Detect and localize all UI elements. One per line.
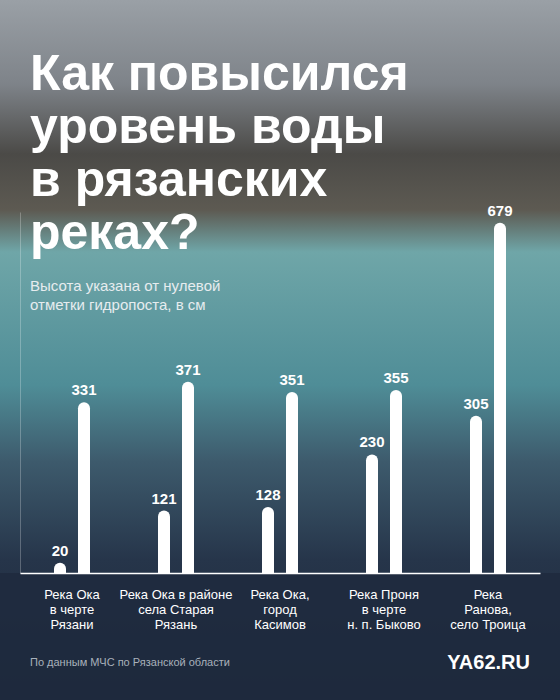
bar: [494, 223, 506, 573]
data-label: 20: [52, 542, 69, 559]
y-axis-line: [20, 213, 21, 574]
x-axis: Река Окав чертеРязани Река Ока в районесе…: [21, 574, 541, 633]
data-label: 351: [279, 371, 304, 388]
x-tick: Река Окав чертеРязани: [44, 587, 100, 632]
bar: [390, 390, 402, 573]
data-label: 331: [71, 381, 96, 398]
data-label: 371: [175, 361, 200, 378]
data-labels: 20 121 128 230 305 331 371 351 355 679: [52, 202, 513, 559]
background: [0, 0, 560, 700]
x-tick: Река Проняв чертен. п. Быково: [347, 587, 421, 632]
title: Как повысилсяуровень водыв рязанскихрека…: [30, 45, 409, 260]
data-label: 305: [463, 395, 488, 412]
bar: [78, 402, 90, 573]
chart: Как повысилсяуровень водыв рязанскихрека…: [0, 0, 560, 700]
x-tick: РекаРанова,село Троица: [450, 587, 526, 632]
x-tick-label: Река Ока в районесела СтараяРязань: [120, 587, 233, 632]
x-axis-line: [21, 573, 541, 575]
data-label: 128: [255, 486, 280, 503]
data-label: 230: [359, 433, 384, 450]
bar: [262, 507, 274, 573]
bar: [366, 454, 378, 573]
data-label: 355: [383, 369, 408, 386]
x-tick-label: Река Проняв чертен. п. Быково: [347, 587, 421, 632]
x-tick-label: Река Окав чертеРязани: [44, 587, 100, 632]
x-tick-label: Река Ока,городКасимов: [250, 587, 309, 632]
footer-band: [0, 573, 560, 700]
data-label: 679: [487, 202, 512, 219]
bar: [182, 382, 194, 573]
x-tick-label: РекаРанова,село Троица: [450, 587, 526, 632]
data-label: 121: [151, 490, 176, 507]
subtitle: Высота указана от нулевойотметки гидропо…: [30, 277, 220, 313]
bar: [286, 392, 298, 573]
x-tick: Река Ока в районесела СтараяРязань: [120, 587, 233, 632]
y-axis: [20, 213, 21, 574]
bars: [54, 223, 506, 573]
source: По данным МЧС по Рязанской области: [30, 656, 230, 668]
bar: [54, 563, 66, 573]
logo: YA62.RU: [447, 651, 530, 673]
bar: [158, 511, 170, 573]
bar: [470, 416, 482, 573]
x-tick: Река Ока,городКасимов: [250, 587, 309, 632]
